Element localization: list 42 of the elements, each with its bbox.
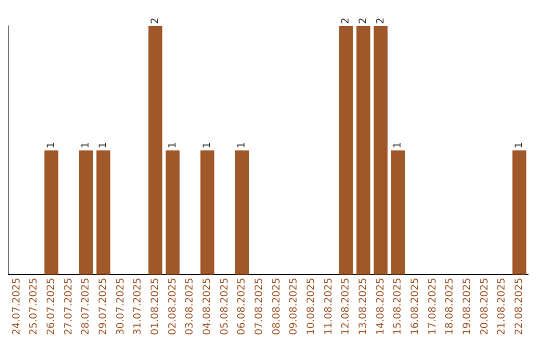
x-tick-label: 19.08.2025 (462, 278, 473, 336)
x-tick-label: 30.07.2025 (115, 278, 126, 336)
data-label: 2 (150, 18, 161, 24)
x-tick-label: 22.08.2025 (514, 278, 525, 336)
x-tick-label: 11.08.2025 (323, 278, 334, 336)
x-tick-label: 21.08.2025 (496, 278, 508, 336)
x-tick-label: 24.07.2025 (11, 278, 22, 336)
x-tick-label: 17.08.2025 (427, 278, 438, 336)
x-tick-label: 07.08.2025 (254, 278, 265, 336)
x-tick-label: 15.08.2025 (392, 278, 404, 336)
x-tick-label: 09.08.2025 (288, 278, 300, 336)
data-label: 1 (80, 142, 92, 148)
x-tick-label: 26.07.2025 (46, 278, 57, 336)
data-label: 2 (375, 18, 386, 24)
x-tick-label: 01.08.2025 (150, 278, 161, 336)
data-label: 1 (46, 142, 57, 148)
x-tick-label: 31.07.2025 (132, 278, 144, 336)
x-tick-label: 10.08.2025 (306, 278, 317, 336)
x-tick-label: 06.08.2025 (236, 278, 248, 336)
x-tick-label: 14.08.2025 (375, 278, 386, 336)
data-label: 1 (98, 142, 109, 148)
data-label: 1 (236, 142, 248, 148)
x-tick-label: 03.08.2025 (184, 278, 196, 336)
x-tick-label: 27.07.2025 (63, 278, 74, 336)
x-tick-label: 18.08.2025 (444, 278, 456, 336)
x-tick-label: 20.08.2025 (479, 278, 490, 336)
x-tick-label: 13.08.2025 (358, 278, 369, 336)
x-tick-label: 25.07.2025 (28, 278, 40, 336)
x-tick-label: 29.07.2025 (98, 278, 109, 336)
x-tick-label: 08.08.2025 (271, 278, 282, 336)
data-label: 1 (514, 142, 525, 148)
x-tick-label: 05.08.2025 (219, 278, 230, 336)
x-tick-label: 28.07.2025 (80, 278, 92, 336)
x-tick-label: 04.08.2025 (202, 278, 213, 336)
data-label: 1 (167, 142, 178, 148)
x-tick-label: 16.08.2025 (410, 278, 421, 336)
x-tick-label: 12.08.2025 (340, 278, 352, 336)
data-label: 1 (392, 142, 404, 148)
data-label: 2 (340, 18, 352, 24)
data-label: 2 (358, 18, 369, 24)
x-tick-label: 02.08.2025 (167, 278, 178, 336)
data-label: 1 (202, 142, 213, 148)
